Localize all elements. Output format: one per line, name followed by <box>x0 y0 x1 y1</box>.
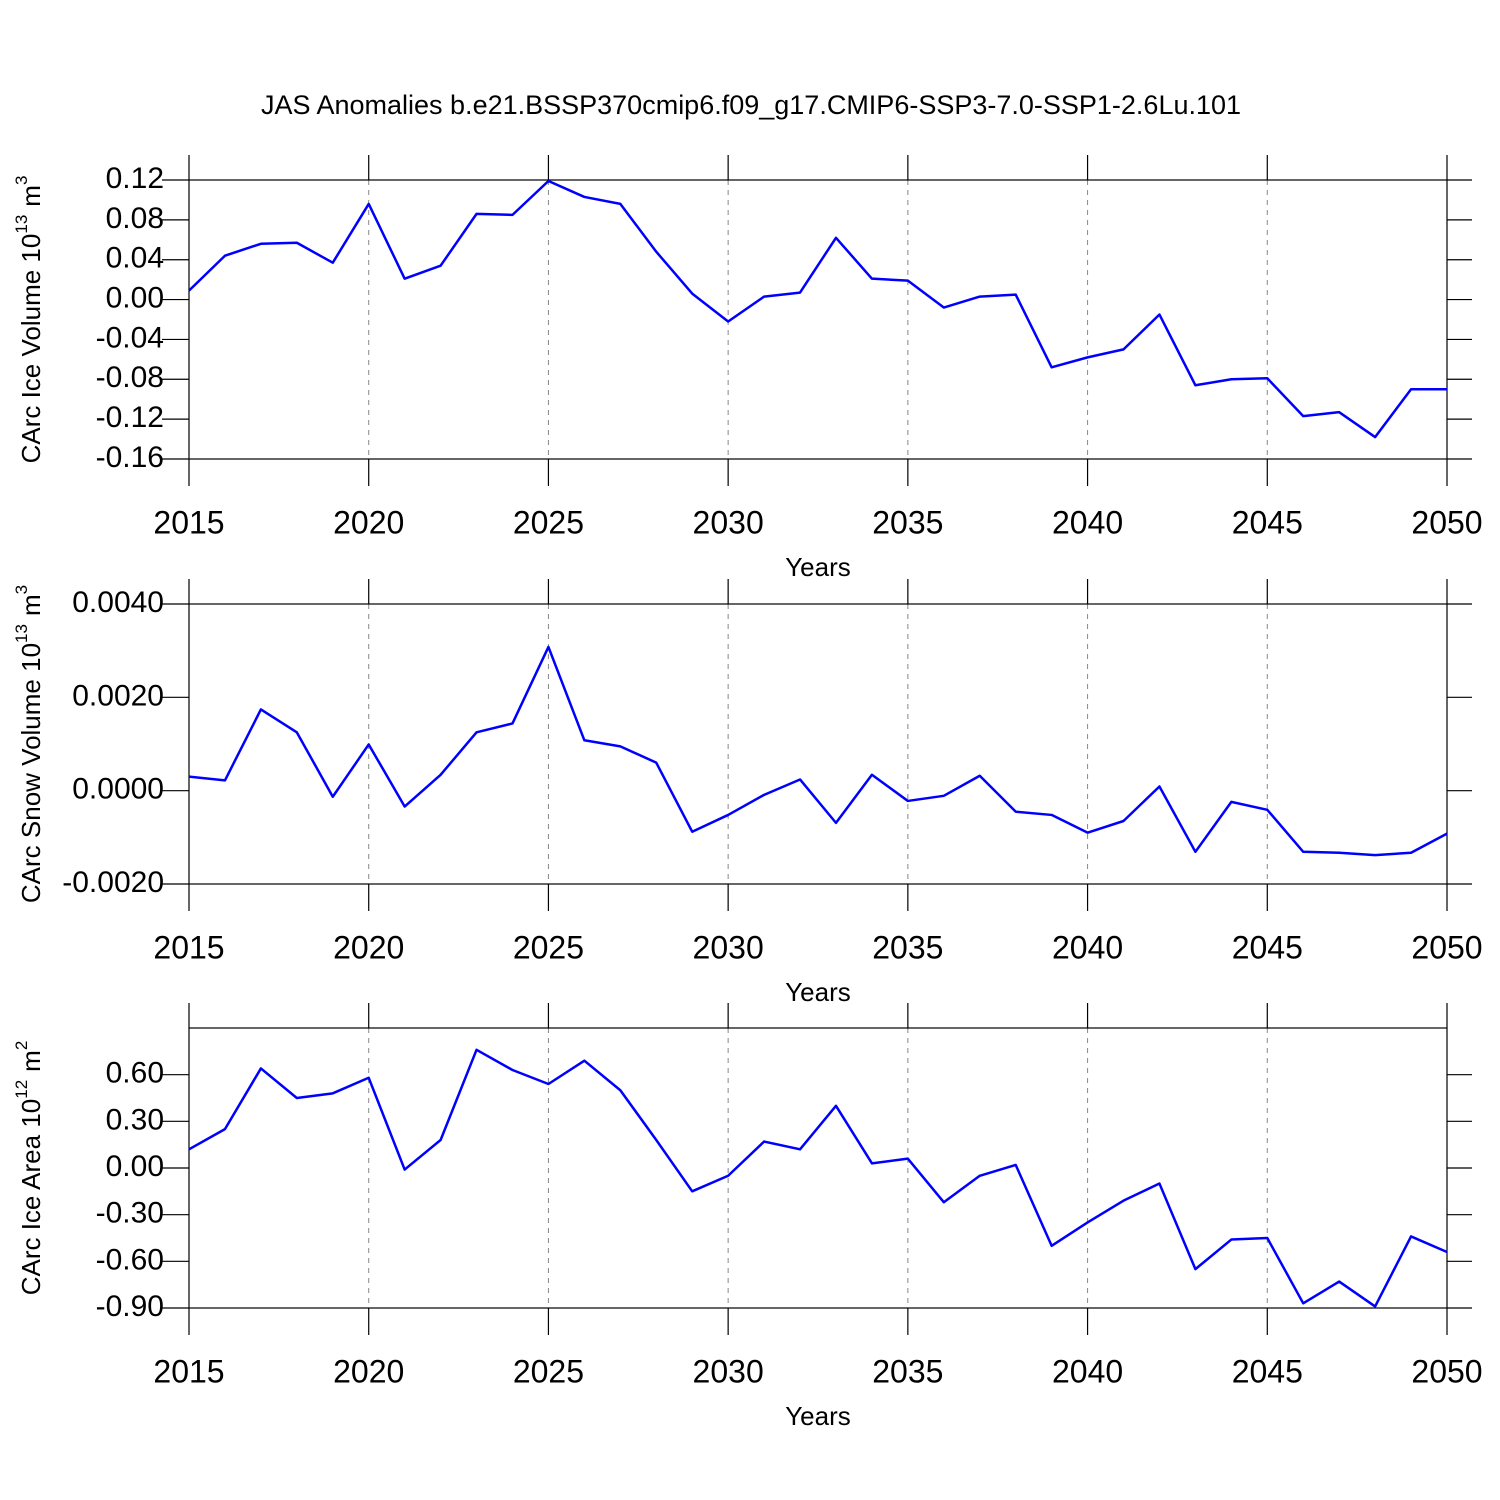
data-line <box>188 1048 1448 1308</box>
x-tick-label: 2030 <box>693 1353 764 1389</box>
y-axis-title-unit-exp: 2 <box>12 1041 31 1050</box>
y-axis-title-unit: m <box>16 1050 46 1072</box>
y-tick-label: 0.12 <box>106 162 164 195</box>
y-tick-label: -0.08 <box>96 361 164 394</box>
y-tick-label: -0.90 <box>96 1290 164 1323</box>
x-tick-label: 2040 <box>1052 929 1123 965</box>
y-axis-title: CArc Snow Volume 1013 m3 <box>12 585 45 903</box>
x-tick-label: 2035 <box>872 504 943 540</box>
data-line <box>188 179 1447 439</box>
x-tick-label: 2040 <box>1052 504 1123 540</box>
y-tick-label: -0.04 <box>96 321 164 354</box>
x-tick-label: 2015 <box>153 504 224 540</box>
x-tick-label: 2045 <box>1232 504 1303 540</box>
x-axis-title: Years <box>785 552 851 582</box>
y-axis-title: CArc Ice Area 1012 m2 <box>12 1041 45 1296</box>
x-tick-label: 2020 <box>333 929 404 965</box>
x-tick-label: 2020 <box>333 1353 404 1389</box>
y-tick-label: -0.0020 <box>62 866 164 899</box>
y-axis-title-exp: 12 <box>12 1080 31 1099</box>
y-tick-label: 0.0000 <box>72 773 164 806</box>
y-tick-label: -0.30 <box>96 1197 164 1230</box>
y-axis-title-unit-exp: 3 <box>12 585 31 594</box>
y-axis-title-unit-exp: 3 <box>12 176 31 185</box>
x-tick-label: 2015 <box>153 1353 224 1389</box>
y-tick-label: 0.04 <box>106 242 164 275</box>
x-tick-label: 2025 <box>513 504 584 540</box>
y-axis-title-text: CArc Ice Volume 10 <box>16 234 46 464</box>
plot-frame <box>188 603 1448 885</box>
y-tick-label: 0.60 <box>106 1057 164 1090</box>
y-axis-title-text: CArc Snow Volume 10 <box>16 643 46 903</box>
y-tick-label: 0.08 <box>106 202 164 235</box>
x-axis-title: Years <box>785 1401 851 1431</box>
y-tick-label: -0.12 <box>96 401 164 434</box>
x-tick-label: 2050 <box>1411 504 1482 540</box>
x-tick-label: 2050 <box>1411 929 1482 965</box>
x-tick-label: 2035 <box>872 1353 943 1389</box>
x-tick-label: 2015 <box>153 929 224 965</box>
figure-title: JAS Anomalies b.e21.BSSP370cmip6.f09_g17… <box>261 90 1241 120</box>
x-tick-label: 2025 <box>513 929 584 965</box>
y-tick-label: -0.16 <box>96 441 164 474</box>
y-axis-title-unit: m <box>16 185 46 207</box>
x-tick-label: 2045 <box>1232 1353 1303 1389</box>
y-axis-title-exp: 13 <box>12 624 31 643</box>
y-tick-label: 0.0020 <box>72 679 164 712</box>
y-axis-title-unit: m <box>16 594 46 616</box>
y-tick-label: 0.00 <box>106 1150 164 1183</box>
y-axis-title-exp: 13 <box>12 215 31 234</box>
x-tick-label: 2020 <box>333 504 404 540</box>
x-tick-label: 2040 <box>1052 1353 1123 1389</box>
data-line <box>188 645 1448 857</box>
x-tick-label: 2030 <box>693 504 764 540</box>
y-axis-title: CArc Ice Volume 1013 m3 <box>12 176 45 464</box>
y-tick-label: 0.00 <box>106 281 164 314</box>
x-tick-label: 2030 <box>693 929 764 965</box>
x-tick-label: 2050 <box>1411 1353 1482 1389</box>
x-tick-label: 2045 <box>1232 929 1303 965</box>
x-tick-label: 2025 <box>513 1353 584 1389</box>
y-tick-label: -0.60 <box>96 1243 164 1276</box>
y-tick-label: 0.30 <box>106 1103 164 1136</box>
plot-frame <box>188 1027 1448 1309</box>
x-axis-title: Years <box>785 977 851 1007</box>
x-tick-label: 2035 <box>872 929 943 965</box>
plot-frame <box>188 179 1448 460</box>
y-tick-label: 0.0040 <box>72 586 164 619</box>
y-axis-title-text: CArc Ice Area 10 <box>16 1099 46 1296</box>
